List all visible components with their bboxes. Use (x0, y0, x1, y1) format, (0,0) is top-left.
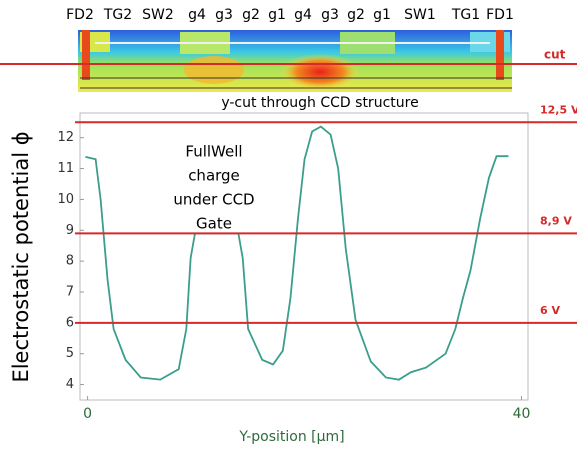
y-tick-label: 12 (57, 130, 74, 145)
gate-label: g1 (373, 7, 391, 23)
gate-label: g1 (268, 7, 286, 23)
reference-label: 8,9 V (540, 214, 572, 227)
y-tick-label: 10 (57, 192, 74, 207)
gate-label: g2 (242, 7, 260, 23)
annotation: Gate (196, 215, 232, 233)
gate-label: SW1 (404, 7, 436, 23)
y-tick-label: 11 (57, 161, 74, 176)
gate-label: g2 (347, 7, 365, 23)
gate-label: FD2 (66, 7, 94, 23)
x-tick-label: 0 (83, 406, 92, 422)
y-tick-label: 8 (66, 254, 74, 269)
cut-label: cut (544, 48, 566, 62)
y-tick-label: 7 (66, 284, 74, 299)
gate-label: SW2 (142, 7, 174, 23)
gate-label: g3 (321, 7, 339, 23)
x-axis-label: Y-position [µm] (238, 429, 344, 445)
y-tick-label: 9 (66, 223, 74, 238)
gate-label: TG1 (451, 7, 480, 23)
gate-label: g3 (215, 7, 233, 23)
y-axis-label: Electrostatic potential ϕ (9, 131, 33, 382)
y-tick-label: 5 (66, 346, 74, 361)
gate-label: TG2 (103, 7, 132, 23)
gate-label: FD1 (486, 7, 514, 23)
potential-line (85, 125, 509, 381)
annotation: FullWell (185, 143, 242, 161)
annotation: under CCD (173, 191, 254, 209)
reference-label: 12,5 V (540, 103, 577, 116)
plot-frame (79, 112, 529, 401)
y-tick-label: 4 (66, 377, 74, 392)
y-tick-label: 6 (66, 315, 74, 330)
reference-label: 6 V (540, 304, 560, 317)
x-tick-label: 40 (513, 406, 531, 422)
gate-label: g4 (294, 7, 312, 23)
chart-title: y-cut through CCD structure (221, 95, 418, 111)
annotation: charge (188, 167, 240, 185)
device-image (78, 30, 512, 92)
gate-label: g4 (188, 7, 206, 23)
